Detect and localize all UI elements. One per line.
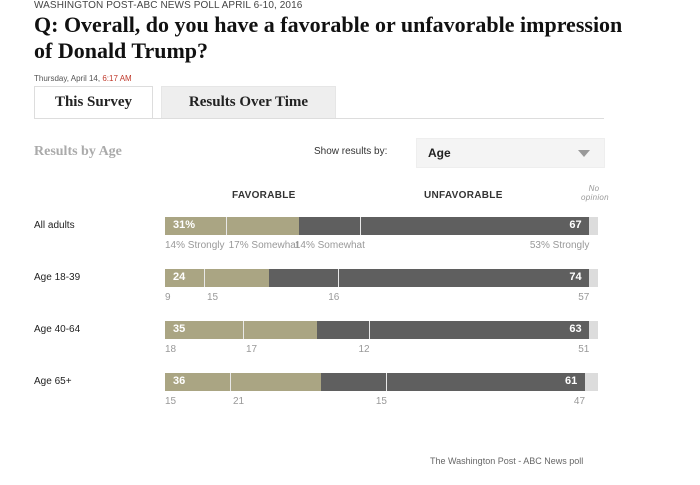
timestamp-time: 6:17 AM <box>102 74 132 83</box>
favorable-strong-label: 14% Strongly <box>165 240 225 251</box>
unfavorable-somewhat-label: 15 <box>375 396 387 407</box>
group-select-value: Age <box>428 146 451 160</box>
favorable-value-label: 35 <box>173 323 186 335</box>
unfavorable-somewhat-divider <box>368 321 370 339</box>
tab-results-over-time[interactable]: Results Over Time <box>161 86 336 119</box>
no-opinion-segment <box>589 321 598 339</box>
timestamp-date: Thursday, April 14, <box>34 74 101 83</box>
unfavorable-somewhat-label: 12 <box>358 344 370 355</box>
favorable-strong-divider <box>203 269 205 287</box>
favorable-header: FAVORABLE <box>232 190 296 201</box>
show-results-label: Show results by: <box>314 146 388 157</box>
unfavorable-somewhat-label: 14% Somewhat <box>294 240 365 251</box>
tab-divider <box>34 118 604 119</box>
no-opinion-segment <box>589 269 598 287</box>
unfavorable-somewhat-divider <box>338 269 340 287</box>
favorable-segment <box>165 269 269 287</box>
timestamp: Thursday, April 14, 6:17 AM <box>34 74 132 83</box>
no-opinion-segment <box>585 373 598 391</box>
no-opinion-header: No opinion <box>581 184 609 202</box>
favorable-strong-divider <box>242 321 244 339</box>
unfavorable-strong-label: 47 <box>573 396 586 407</box>
group-select[interactable]: Age <box>416 138 605 168</box>
row-label: Age 65+ <box>34 376 72 387</box>
results-by-heading: Results by Age <box>34 144 122 159</box>
unfavorable-segment <box>268 269 590 287</box>
favorable-strong-label: 9 <box>165 292 171 303</box>
favorable-strong-divider <box>225 217 227 235</box>
row-label: Age 40-64 <box>34 324 81 335</box>
favorable-somewhat-label: 21 <box>232 396 245 407</box>
favorable-segment <box>165 321 317 339</box>
favorable-segment <box>165 373 321 391</box>
favorable-strong-divider <box>229 373 231 391</box>
unfavorable-value-label: 61 <box>565 375 578 387</box>
unfavorable-value-label: 63 <box>569 323 582 335</box>
unfavorable-somewhat-label: 16 <box>328 292 340 303</box>
chevron-down-icon <box>578 150 590 157</box>
favorable-somewhat-label: 17 <box>245 344 258 355</box>
unfavorable-strong-label: 53% Strongly <box>529 240 590 251</box>
unfavorable-segment <box>316 321 590 339</box>
stacked-bar: 31% 67 <box>165 217 598 235</box>
favorable-strong-label: 18 <box>165 344 177 355</box>
unfavorable-strong-label: 57 <box>578 292 590 303</box>
stacked-bar: 35 63 <box>165 321 598 339</box>
favorable-value-label: 31% <box>173 219 196 231</box>
unfavorable-somewhat-divider <box>359 217 361 235</box>
stacked-bar: 36 61 <box>165 373 598 391</box>
unfavorable-strong-label: 51 <box>578 344 590 355</box>
favorable-somewhat-label: 17% Somewhat <box>228 240 299 251</box>
unfavorable-header: UNFAVORABLE <box>424 190 503 201</box>
favorable-segment <box>165 217 300 235</box>
unfavorable-value-label: 67 <box>569 219 582 231</box>
favorable-value-label: 36 <box>173 375 186 387</box>
favorable-somewhat-label: 15 <box>206 292 219 303</box>
poll-kicker: WASHINGTON POST-ABC NEWS POLL APRIL 6-10… <box>34 0 303 11</box>
no-opinion-segment <box>589 217 598 235</box>
favorable-value-label: 24 <box>173 271 186 283</box>
row-label: All adults <box>34 220 75 231</box>
unfavorable-segment <box>320 373 585 391</box>
unfavorable-value-label: 74 <box>569 271 582 283</box>
source-credit: The Washington Post - ABC News poll <box>430 456 584 466</box>
question-title: Q: Overall, do you have a favorable or u… <box>34 12 623 63</box>
unfavorable-somewhat-divider <box>385 373 387 391</box>
favorable-strong-label: 15 <box>165 396 177 407</box>
tab-this-survey[interactable]: This Survey <box>34 86 153 119</box>
unfavorable-segment <box>299 217 590 235</box>
row-label: Age 18-39 <box>34 272 81 283</box>
stacked-bar: 24 74 <box>165 269 598 287</box>
